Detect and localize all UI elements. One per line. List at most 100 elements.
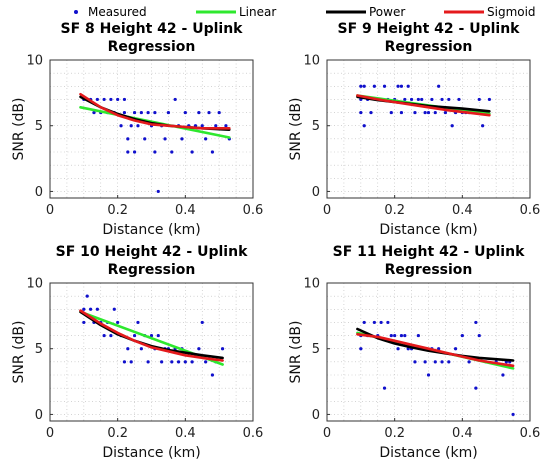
- legend-item-measured: Measured: [74, 5, 147, 19]
- measured-point: [109, 333, 113, 338]
- measured-point: [132, 110, 137, 115]
- measured-point: [426, 110, 431, 115]
- plot-frame: [326, 282, 531, 422]
- x-tick-label: 0.4: [452, 203, 473, 218]
- chart-subtitle: Regression: [385, 39, 473, 55]
- x-tick-label: 0.2: [384, 426, 405, 441]
- measured-point: [126, 150, 130, 154]
- panels: SF 8 Height 42 - Uplink Regression 0 0.2 0.4…: [11, 21, 540, 461]
- y-axis-label: SNR (dB): [11, 98, 27, 161]
- measured-point: [447, 360, 451, 364]
- series-line-sigmoid: [79, 309, 224, 362]
- chart-title: SF 8 Height 42 - Uplink: [60, 21, 243, 37]
- legend-item-power: Power: [326, 5, 405, 19]
- measured-point: [413, 110, 417, 115]
- y-axis-label: SNR (dB): [288, 98, 304, 161]
- measured-point: [82, 320, 86, 325]
- measured-point: [362, 124, 366, 128]
- measured-point: [382, 386, 387, 390]
- x-tick-label: 0.2: [107, 203, 128, 218]
- measured-point: [403, 333, 407, 338]
- y-tick-label: 10: [26, 54, 43, 69]
- measured-point: [149, 333, 154, 338]
- measured-point: [457, 97, 461, 102]
- y-tick-label: 0: [35, 408, 43, 423]
- measured-point: [210, 373, 214, 377]
- x-tick-label: 0.4: [175, 426, 196, 441]
- measured-point: [214, 124, 218, 128]
- measured-point: [116, 320, 120, 325]
- measured-points: [359, 84, 491, 128]
- x-tick-label: 0.6: [243, 426, 264, 441]
- series-line-sigmoid: [356, 333, 515, 368]
- y-tick-label: 0: [35, 185, 43, 200]
- x-axis-label: Distance (km): [102, 222, 200, 238]
- y-tick-label: 0: [312, 185, 320, 200]
- measured-point: [440, 360, 444, 364]
- measured-point: [403, 97, 407, 102]
- measured-point: [153, 150, 157, 154]
- y-tick-label: 5: [312, 342, 320, 357]
- measured-point: [102, 97, 106, 102]
- legend-swatch-measured: [74, 10, 78, 14]
- measured-point: [85, 294, 89, 298]
- chart-subtitle: Regression: [108, 262, 196, 278]
- measured-point: [399, 84, 404, 88]
- measured-point: [122, 97, 127, 102]
- x-tick-label: 0.2: [107, 426, 128, 441]
- x-tick-label: 0: [46, 203, 54, 218]
- chart-panel-3: SF 10 Height 42 - Uplink Regression 0 0.2 0.…: [11, 244, 263, 461]
- y-tick-label: 5: [312, 119, 320, 134]
- plot-frame: [326, 59, 531, 199]
- measured-point: [396, 84, 400, 88]
- measured-point: [443, 110, 448, 115]
- legend-label: Linear: [239, 5, 276, 19]
- measured-point: [156, 333, 160, 338]
- measured-point: [207, 110, 211, 115]
- measured-point: [197, 347, 201, 351]
- chart-panel-4: SF 11 Height 42 - Uplink Regression 0 0.2 0.…: [288, 244, 540, 461]
- measured-point: [406, 84, 410, 88]
- measured-point: [399, 333, 404, 338]
- measured-point: [92, 110, 96, 115]
- measured-point: [132, 150, 137, 154]
- x-axis-label: Distance (km): [379, 445, 477, 461]
- chart-panel-1: SF 8 Height 42 - Uplink Regression 0 0.2 0.4…: [11, 21, 263, 238]
- series-line-power: [356, 327, 515, 362]
- measured-point: [160, 360, 164, 364]
- measured-point: [82, 307, 86, 311]
- measured-point: [204, 360, 208, 364]
- measured-point: [440, 97, 444, 102]
- measured-point: [386, 320, 390, 325]
- measured-point: [200, 124, 204, 128]
- y-axis-label: SNR (dB): [288, 321, 304, 384]
- measured-point: [474, 320, 478, 325]
- measured-point: [450, 124, 454, 128]
- y-tick-label: 5: [35, 119, 43, 134]
- measured-point: [359, 347, 363, 351]
- chart-title: SF 9 Height 42 - Uplink: [337, 21, 520, 37]
- measured-point: [129, 124, 133, 128]
- measured-point: [433, 110, 437, 115]
- measured-point: [430, 97, 434, 102]
- x-tick-label: 0.2: [384, 203, 405, 218]
- y-tick-label: 10: [303, 277, 320, 292]
- measured-point: [396, 347, 400, 351]
- measured-point: [180, 137, 184, 141]
- measured-point: [487, 97, 491, 102]
- measured-point: [183, 360, 187, 364]
- measured-point: [176, 360, 181, 364]
- measured-point: [423, 360, 427, 364]
- measured-point: [146, 360, 150, 364]
- measured-point: [467, 360, 471, 364]
- measured-point: [102, 333, 106, 338]
- measured-point: [89, 307, 93, 311]
- measured-point: [146, 110, 150, 115]
- measured-point: [393, 333, 397, 338]
- measured-point: [95, 97, 99, 102]
- plot-area: [50, 283, 253, 421]
- y-tick-label: 10: [26, 277, 43, 292]
- measured-point: [200, 320, 204, 325]
- y-tick-label: 0: [312, 408, 320, 423]
- legend-item-sigmoid: Sigmoid: [444, 5, 536, 19]
